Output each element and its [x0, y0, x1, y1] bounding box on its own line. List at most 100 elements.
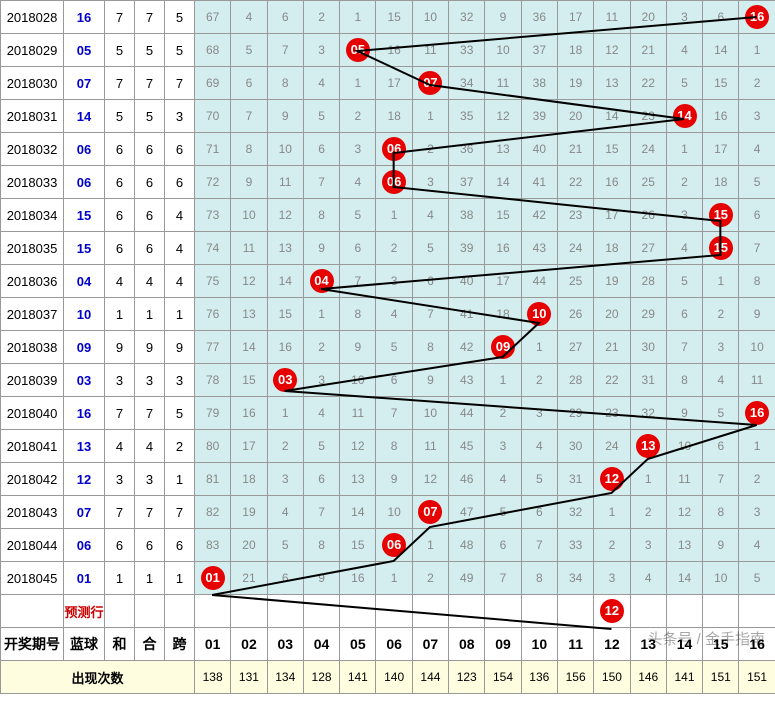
grid-cell: 1 [267, 397, 303, 430]
grid-cell: 43 [521, 232, 557, 265]
grid-cell: 15 [231, 364, 267, 397]
period-cell: 2018044 [1, 529, 64, 562]
span-cell: 4 [165, 265, 195, 298]
span-cell: 1 [165, 298, 195, 331]
sum-cell: 3 [105, 463, 135, 496]
data-row: 2018039033337815033106943122822318411 [1, 364, 775, 397]
red-ball-icon: 06 [382, 533, 406, 557]
grid-cell: 14 [231, 331, 267, 364]
span-cell: 7 [165, 67, 195, 100]
grid-cell: 3 [594, 562, 630, 595]
blue-ball-cell: 13 [64, 430, 105, 463]
blank [135, 595, 165, 628]
grid-cell: 2 [412, 133, 448, 166]
grid-cell: 8 [376, 430, 412, 463]
grid-cell: 4 [267, 496, 303, 529]
grid-cell: 8 [231, 133, 267, 166]
blue-ball-cell: 07 [64, 67, 105, 100]
sum-cell: 6 [105, 199, 135, 232]
grid-cell: 29 [630, 298, 666, 331]
grid-cell: 40 [449, 265, 485, 298]
grid-cell: 9 [485, 1, 521, 34]
grid-cell: 12 [594, 34, 630, 67]
grid-cell: 7 [303, 166, 339, 199]
sum-cell: 6 [105, 529, 135, 562]
blue-ball-cell: 12 [64, 463, 105, 496]
sum-cell: 9 [105, 331, 135, 364]
grid-cell: 6 [485, 529, 521, 562]
grid-cell: 10 [521, 298, 557, 331]
grid-cell: 16 [739, 1, 775, 34]
grid-cell: 17 [231, 430, 267, 463]
pred-cell [376, 595, 412, 628]
grid-cell: 42 [449, 331, 485, 364]
grid-cell: 34 [449, 67, 485, 100]
grid-cell: 12 [594, 463, 630, 496]
he-cell: 1 [135, 562, 165, 595]
he-cell: 1 [135, 298, 165, 331]
grid-cell: 5 [412, 232, 448, 265]
grid-cell: 13 [666, 529, 702, 562]
grid-cell: 1 [412, 100, 448, 133]
span-cell: 2 [165, 430, 195, 463]
grid-cell: 39 [449, 232, 485, 265]
grid-cell: 2 [630, 496, 666, 529]
pred-cell [340, 595, 376, 628]
grid-cell: 4 [739, 133, 775, 166]
pred-cell [666, 595, 702, 628]
grid-cell: 01 [195, 562, 231, 595]
grid-cell: 1 [376, 562, 412, 595]
grid-cell: 4 [739, 529, 775, 562]
grid-cell: 43 [449, 364, 485, 397]
grid-cell: 36 [521, 1, 557, 34]
he-cell: 6 [135, 199, 165, 232]
he-cell: 6 [135, 529, 165, 562]
grid-cell: 6 [267, 1, 303, 34]
grid-cell: 07 [412, 67, 448, 100]
grid-cell: 1 [666, 133, 702, 166]
grid-cell: 3 [485, 430, 521, 463]
grid-cell: 38 [521, 67, 557, 100]
grid-cell: 36 [449, 133, 485, 166]
grid-cell: 20 [630, 1, 666, 34]
sum-cell: 6 [105, 166, 135, 199]
grid-cell: 39 [521, 100, 557, 133]
span-cell: 1 [165, 463, 195, 496]
red-ball-icon: 05 [346, 38, 370, 62]
grid-cell: 21 [557, 133, 593, 166]
grid-cell: 49 [449, 562, 485, 595]
data-row: 20180360444475121404736401744251928518 [1, 265, 775, 298]
grid-cell: 7 [521, 529, 557, 562]
grid-cell: 32 [630, 397, 666, 430]
main-table: 2018028167756746211510329361711203616201… [0, 0, 775, 694]
grid-cell: 21 [594, 331, 630, 364]
grid-cell: 48 [449, 529, 485, 562]
grid-cell: 3 [666, 1, 702, 34]
grid-cell: 13 [630, 430, 666, 463]
grid-cell: 28 [630, 265, 666, 298]
grid-cell: 2 [303, 1, 339, 34]
grid-cell: 5 [666, 67, 702, 100]
pred-cell [231, 595, 267, 628]
grid-cell: 19 [231, 496, 267, 529]
blue-ball-cell: 15 [64, 232, 105, 265]
grid-cell: 27 [557, 331, 593, 364]
grid-cell: 1 [376, 199, 412, 232]
grid-cell: 6 [703, 1, 739, 34]
period-cell: 2018034 [1, 199, 64, 232]
hdr-num: 13 [630, 628, 666, 661]
data-row: 201804307777821947141007475632121283 [1, 496, 775, 529]
grid-cell: 10 [231, 199, 267, 232]
count-cell: 134 [267, 661, 303, 694]
grid-cell: 16 [340, 562, 376, 595]
grid-cell: 6 [267, 562, 303, 595]
grid-cell: 8 [703, 496, 739, 529]
grid-cell: 7 [231, 100, 267, 133]
he-cell: 6 [135, 133, 165, 166]
he-cell: 3 [135, 463, 165, 496]
grid-cell: 16 [703, 100, 739, 133]
grid-cell: 44 [449, 397, 485, 430]
grid-cell: 82 [195, 496, 231, 529]
grid-cell: 25 [557, 265, 593, 298]
span-cell: 6 [165, 133, 195, 166]
